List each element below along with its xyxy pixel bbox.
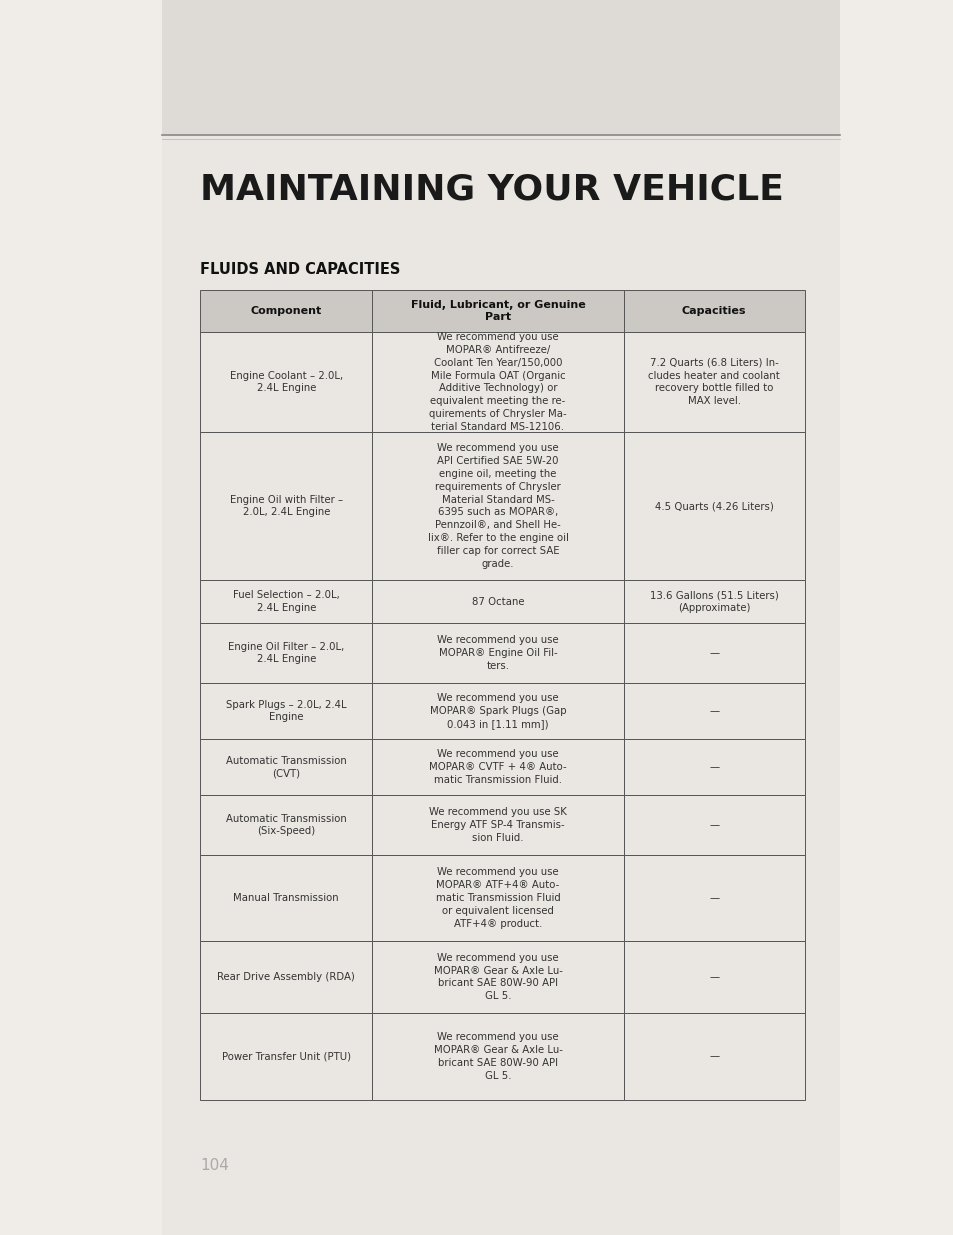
Text: We recommend you use SK
Energy ATF SP-4 Transmis-
sion Fluid.: We recommend you use SK Energy ATF SP-4 … xyxy=(429,808,566,842)
FancyBboxPatch shape xyxy=(623,941,804,1013)
Text: —: — xyxy=(708,820,719,830)
Text: Engine Oil with Filter –
2.0L, 2.4L Engine: Engine Oil with Filter – 2.0L, 2.4L Engi… xyxy=(230,494,342,517)
FancyBboxPatch shape xyxy=(372,739,623,795)
Text: We recommend you use
MOPAR® Engine Oil Fil-
ters.: We recommend you use MOPAR® Engine Oil F… xyxy=(436,635,558,671)
FancyBboxPatch shape xyxy=(372,290,623,332)
FancyBboxPatch shape xyxy=(200,941,372,1013)
Text: 104: 104 xyxy=(200,1158,229,1173)
FancyBboxPatch shape xyxy=(372,432,623,580)
Text: Fluid, Lubricant, or Genuine
Part: Fluid, Lubricant, or Genuine Part xyxy=(410,300,585,322)
Text: MAINTAINING YOUR VEHICLE: MAINTAINING YOUR VEHICLE xyxy=(200,173,783,207)
FancyBboxPatch shape xyxy=(200,432,372,580)
FancyBboxPatch shape xyxy=(200,622,372,683)
FancyBboxPatch shape xyxy=(623,290,804,332)
FancyBboxPatch shape xyxy=(372,580,623,622)
Text: 13.6 Gallons (51.5 Liters)
(Approximate): 13.6 Gallons (51.5 Liters) (Approximate) xyxy=(649,590,778,613)
Text: —: — xyxy=(708,706,719,716)
FancyBboxPatch shape xyxy=(372,795,623,855)
Text: We recommend you use
MOPAR® CVTF + 4® Auto-
matic Transmission Fluid.: We recommend you use MOPAR® CVTF + 4® Au… xyxy=(429,750,566,784)
FancyBboxPatch shape xyxy=(372,941,623,1013)
Text: Manual Transmission: Manual Transmission xyxy=(233,893,338,903)
Text: —: — xyxy=(708,893,719,903)
Text: We recommend you use
MOPAR® ATF+4® Auto-
matic Transmission Fluid
or equivalent : We recommend you use MOPAR® ATF+4® Auto-… xyxy=(436,867,559,929)
Text: 7.2 Quarts (6.8 Liters) In-
cludes heater and coolant
recovery bottle filled to
: 7.2 Quarts (6.8 Liters) In- cludes heate… xyxy=(648,358,780,406)
Text: —: — xyxy=(708,762,719,772)
FancyBboxPatch shape xyxy=(372,1013,623,1100)
FancyBboxPatch shape xyxy=(623,432,804,580)
Text: We recommend you use
MOPAR® Spark Plugs (Gap
0.043 in [1.11 mm]): We recommend you use MOPAR® Spark Plugs … xyxy=(429,693,566,729)
FancyBboxPatch shape xyxy=(372,622,623,683)
Text: Spark Plugs – 2.0L, 2.4L
Engine: Spark Plugs – 2.0L, 2.4L Engine xyxy=(226,699,346,722)
FancyBboxPatch shape xyxy=(623,622,804,683)
Text: We recommend you use
API Certified SAE 5W-20
engine oil, meeting the
requirement: We recommend you use API Certified SAE 5… xyxy=(427,443,568,568)
FancyBboxPatch shape xyxy=(623,580,804,622)
Text: Engine Oil Filter – 2.0L,
2.4L Engine: Engine Oil Filter – 2.0L, 2.4L Engine xyxy=(228,642,344,664)
FancyBboxPatch shape xyxy=(200,580,372,622)
FancyBboxPatch shape xyxy=(372,683,623,739)
Text: —: — xyxy=(708,972,719,982)
Text: Component: Component xyxy=(251,306,321,316)
FancyBboxPatch shape xyxy=(623,332,804,432)
Text: FLUIDS AND CAPACITIES: FLUIDS AND CAPACITIES xyxy=(200,262,400,277)
Text: 87 Octane: 87 Octane xyxy=(471,597,523,606)
Text: Power Transfer Unit (PTU): Power Transfer Unit (PTU) xyxy=(221,1051,351,1062)
Text: —: — xyxy=(708,648,719,658)
FancyBboxPatch shape xyxy=(372,855,623,941)
FancyBboxPatch shape xyxy=(623,795,804,855)
FancyBboxPatch shape xyxy=(162,0,840,135)
Text: Engine Coolant – 2.0L,
2.4L Engine: Engine Coolant – 2.0L, 2.4L Engine xyxy=(230,370,342,394)
FancyBboxPatch shape xyxy=(623,1013,804,1100)
Text: We recommend you use
MOPAR® Antifreeze/
Coolant Ten Year/150,000
Mile Formula OA: We recommend you use MOPAR® Antifreeze/ … xyxy=(429,332,566,432)
FancyBboxPatch shape xyxy=(372,332,623,432)
FancyBboxPatch shape xyxy=(623,683,804,739)
FancyBboxPatch shape xyxy=(200,332,372,432)
FancyBboxPatch shape xyxy=(200,795,372,855)
Text: —: — xyxy=(708,1051,719,1062)
FancyBboxPatch shape xyxy=(162,0,840,1235)
FancyBboxPatch shape xyxy=(200,739,372,795)
FancyBboxPatch shape xyxy=(200,683,372,739)
FancyBboxPatch shape xyxy=(200,290,372,332)
Text: Capacities: Capacities xyxy=(681,306,745,316)
FancyBboxPatch shape xyxy=(200,1013,372,1100)
Text: Automatic Transmission
(CVT): Automatic Transmission (CVT) xyxy=(226,756,346,778)
Text: We recommend you use
MOPAR® Gear & Axle Lu-
bricant SAE 80W-90 API
GL 5.: We recommend you use MOPAR® Gear & Axle … xyxy=(433,1032,562,1081)
Text: Automatic Transmission
(Six-Speed): Automatic Transmission (Six-Speed) xyxy=(226,814,346,836)
FancyBboxPatch shape xyxy=(623,855,804,941)
FancyBboxPatch shape xyxy=(200,855,372,941)
FancyBboxPatch shape xyxy=(623,739,804,795)
Text: Fuel Selection – 2.0L,
2.4L Engine: Fuel Selection – 2.0L, 2.4L Engine xyxy=(233,590,339,613)
Text: Rear Drive Assembly (RDA): Rear Drive Assembly (RDA) xyxy=(217,972,355,982)
Text: We recommend you use
MOPAR® Gear & Axle Lu-
bricant SAE 80W-90 API
GL 5.: We recommend you use MOPAR® Gear & Axle … xyxy=(433,952,562,1002)
Text: 4.5 Quarts (4.26 Liters): 4.5 Quarts (4.26 Liters) xyxy=(654,501,773,511)
